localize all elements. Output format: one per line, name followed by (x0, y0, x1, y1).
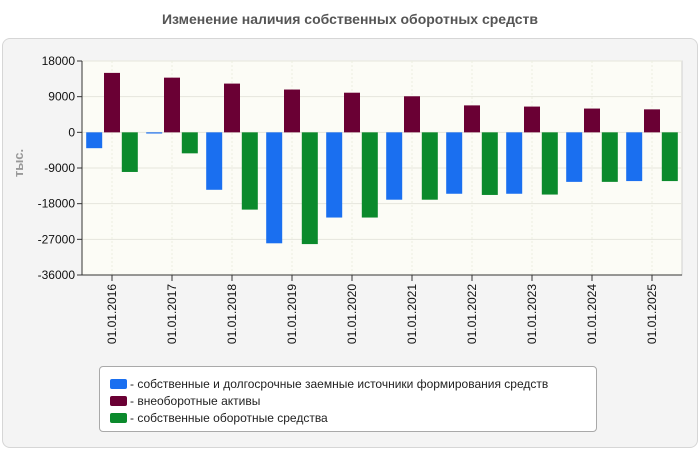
legend-label-sources: - собственные и долгосрочные заемные ист… (130, 376, 549, 391)
bar-sources (326, 132, 343, 218)
x-tick-label: 01.01.2023 (525, 284, 539, 344)
y-tick-label: -18000 (38, 197, 76, 211)
axes: 18000 9000 0 -9000 -18000 -27000 -36000 01.01.2… (38, 54, 682, 344)
bar-working-capital (481, 132, 498, 195)
x-tick-label: 01.01.2021 (405, 284, 419, 344)
bar-working-capital (181, 132, 198, 154)
bar-noncurrent-assets (224, 83, 240, 133)
bar-noncurrent-assets (344, 92, 360, 133)
bar-noncurrent-assets (404, 96, 420, 133)
bar-working-capital (121, 132, 138, 172)
legend-swatch-noncurrent-assets (110, 395, 127, 406)
x-tick-label: 01.01.2018 (225, 284, 239, 344)
legend: - собственные и долгосрочные заемные ист… (99, 366, 597, 432)
bar-sources (206, 132, 223, 190)
bar-sources (506, 132, 523, 194)
bar-noncurrent-assets (284, 89, 300, 133)
x-tick-label: 01.01.2022 (465, 284, 479, 344)
bar-sources (266, 132, 283, 244)
bar-sources (146, 132, 163, 134)
bar-working-capital (541, 132, 558, 195)
bar-sources (626, 132, 643, 182)
bar-noncurrent-assets (104, 72, 120, 133)
y-tick-label: -9000 (44, 161, 75, 175)
y-tick-label: 9000 (48, 90, 75, 104)
bar-noncurrent-assets (644, 109, 660, 133)
legend-item-sources: - собственные и долгосрочные заемные ист… (110, 375, 596, 392)
bars (86, 72, 678, 245)
x-tick-label: 01.01.2025 (645, 284, 659, 344)
bar-noncurrent-assets (164, 77, 180, 133)
legend-label-noncurrent-assets: - внеоборотные активы (130, 393, 261, 408)
bar-noncurrent-assets (584, 108, 600, 133)
x-tick-label: 01.01.2016 (105, 284, 119, 344)
bar-working-capital (301, 132, 318, 245)
y-axis-label: тыс. (11, 149, 26, 177)
bar-noncurrent-assets (464, 105, 480, 133)
bar-working-capital (361, 132, 378, 218)
y-tick-label: -36000 (38, 268, 76, 282)
y-tick-label: -27000 (38, 232, 76, 246)
y-tick-label: 18000 (42, 54, 76, 68)
bar-working-capital (661, 132, 678, 182)
bar-sources (386, 132, 403, 200)
x-tick-label: 01.01.2017 (165, 284, 179, 344)
bar-sources (86, 132, 103, 149)
y-tick-label: 0 (68, 125, 75, 139)
bar-sources (446, 132, 463, 194)
legend-item-noncurrent-assets: - внеоборотные активы (110, 392, 596, 409)
bar-noncurrent-assets (524, 106, 540, 133)
chart-title: Изменение наличия собственных оборотных … (161, 11, 539, 27)
legend-item-working-capital: - собственные оборотные средства (110, 409, 596, 426)
x-tick-label: 01.01.2020 (345, 284, 359, 344)
bar-working-capital (241, 132, 258, 210)
bar-working-capital (601, 132, 618, 182)
x-tick-label: 01.01.2024 (585, 284, 599, 344)
legend-swatch-working-capital (110, 412, 127, 423)
legend-swatch-sources (110, 378, 127, 389)
bar-sources (566, 132, 583, 182)
bar-working-capital (421, 132, 438, 200)
legend-label-working-capital: - собственные оборотные средства (130, 410, 328, 425)
x-tick-label: 01.01.2019 (285, 284, 299, 344)
